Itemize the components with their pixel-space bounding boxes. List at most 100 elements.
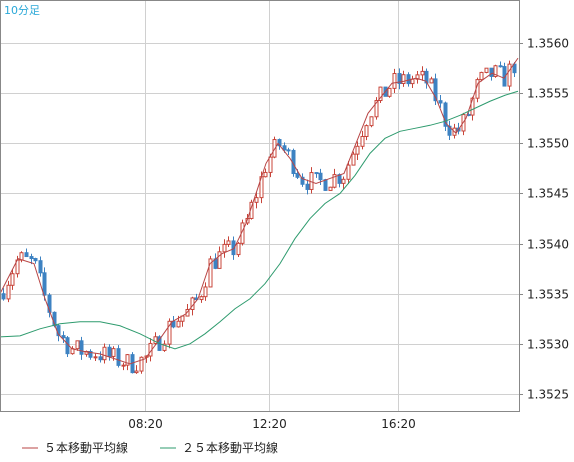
candle-body-up xyxy=(162,343,167,351)
candle-body-down xyxy=(286,149,291,152)
candle-body-down xyxy=(305,183,310,190)
moving-average-layer xyxy=(0,57,519,365)
candle-body-up xyxy=(332,174,337,188)
y-tick-label: 1.3555 xyxy=(527,87,569,101)
y-tick-label: 1.3535 xyxy=(527,288,569,302)
candle-body-up xyxy=(387,87,392,97)
x-tick-label: 08:20 xyxy=(128,417,163,431)
candle-body-down xyxy=(33,258,38,262)
y-tick-label: 1.3550 xyxy=(527,137,569,151)
legend-ma5-label: ５本移動平均線 xyxy=(44,440,128,455)
legend-ma25-label: ２５本移動平均線 xyxy=(182,440,278,455)
candle-body-down xyxy=(88,350,93,358)
candle-body-up xyxy=(236,242,241,256)
candle-body-up xyxy=(410,78,415,85)
candle-body-up xyxy=(420,70,425,76)
candle-body-up xyxy=(93,356,98,359)
candle-body-up xyxy=(125,354,130,366)
candle-body-down xyxy=(314,172,319,175)
candle-body-down xyxy=(171,320,176,328)
candle-body-up xyxy=(263,171,268,178)
candle-body-down xyxy=(61,335,66,339)
candle-body-up xyxy=(153,336,158,344)
y-tick-label: 1.3560 xyxy=(527,37,569,51)
candle-body-up xyxy=(493,65,498,77)
candle-body-up xyxy=(139,356,144,372)
grid-layer xyxy=(0,0,523,411)
candle-body-down xyxy=(438,100,443,104)
legend: ５本移動平均線 ２５本移動平均線 xyxy=(22,440,278,455)
candle-body-down xyxy=(323,179,328,191)
candle-body-up xyxy=(341,178,346,184)
candle-body-up xyxy=(415,74,420,80)
candle-body-down xyxy=(42,272,47,296)
candle-body-up xyxy=(369,116,374,127)
candle-body-up xyxy=(111,348,116,357)
candle-body-up xyxy=(199,296,204,301)
candle-body-up xyxy=(484,67,489,73)
candle-body-up xyxy=(360,135,365,147)
candle-body-up xyxy=(222,243,227,253)
candle-body-up xyxy=(176,320,181,328)
candle-body-up xyxy=(355,145,360,155)
candle-body-up xyxy=(10,273,15,286)
candle-body-down xyxy=(79,340,84,355)
y-tick-label: 1.3525 xyxy=(527,388,569,402)
candle-body-down xyxy=(433,78,438,102)
candle-body-up xyxy=(374,100,379,118)
x-axis-labels: 08:20 12:20 16:20 xyxy=(128,417,416,431)
candles-layer xyxy=(1,60,517,374)
ma25-line xyxy=(0,90,519,350)
candle-body-up xyxy=(185,308,190,317)
candle-body-down xyxy=(498,65,503,68)
candle-body-down xyxy=(397,73,402,84)
y-axis-labels: 1.3560 1.3555 1.3550 1.3545 1.3540 1.3535 1.35… xyxy=(527,37,569,402)
candle-body-down xyxy=(98,356,103,361)
candle-body-down xyxy=(295,173,300,178)
candle-body-down xyxy=(443,102,448,127)
y-tick-label: 1.3545 xyxy=(527,187,569,201)
x-tick-label: 16:20 xyxy=(381,417,416,431)
candle-body-down xyxy=(502,66,507,87)
candle-body-up xyxy=(134,370,139,374)
candle-body-up xyxy=(121,364,126,367)
candle-body-up xyxy=(217,251,222,269)
candle-body-up xyxy=(351,153,356,166)
ma5-line xyxy=(0,57,519,365)
candle-body-down xyxy=(29,256,34,260)
candle-body-down xyxy=(512,63,517,74)
candle-body-up xyxy=(208,258,213,288)
candle-body-up xyxy=(346,164,351,180)
candle-body-up xyxy=(75,340,80,350)
candle-body-up xyxy=(364,125,369,137)
candle-body-down xyxy=(107,346,112,357)
candle-body-up xyxy=(401,74,406,84)
candle-body-up xyxy=(167,320,172,345)
candle-body-up xyxy=(226,240,231,245)
y-tick-label: 1.3530 xyxy=(527,338,569,352)
candle-body-up xyxy=(479,71,484,81)
candle-body-down xyxy=(47,294,52,313)
candle-body-up xyxy=(429,78,434,84)
candle-body-up xyxy=(268,156,273,173)
candle-body-up xyxy=(6,284,11,300)
candle-body-up xyxy=(102,346,107,361)
candle-body-down xyxy=(38,260,43,274)
y-tick-label: 1.3540 xyxy=(527,238,569,252)
candle-body-up xyxy=(328,186,333,191)
x-tick-label: 12:20 xyxy=(252,417,287,431)
candle-body-up xyxy=(254,197,259,203)
candle-body-down xyxy=(318,172,323,181)
plot-frame xyxy=(0,0,520,412)
candle-body-up xyxy=(203,286,208,298)
candle-body-down xyxy=(1,293,6,300)
candle-body-down xyxy=(24,252,29,258)
candle-body-up xyxy=(378,86,383,102)
candle-body-up xyxy=(507,63,512,87)
candle-body-down xyxy=(489,67,494,77)
candle-body-down xyxy=(116,348,121,366)
chart-title: 10分足 xyxy=(4,4,40,17)
candle-body-down xyxy=(282,145,287,151)
candle-body-up xyxy=(392,73,397,89)
